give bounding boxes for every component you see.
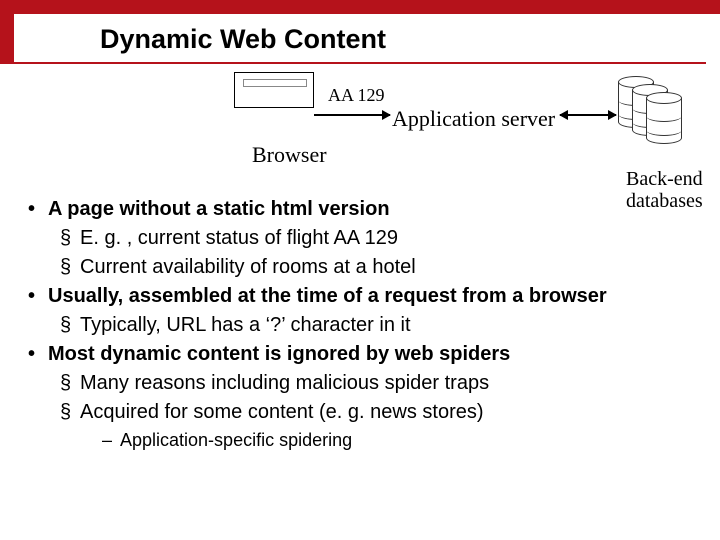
browser-box (234, 72, 314, 108)
header-bar-top (0, 0, 720, 14)
query-label: AA 129 (328, 85, 385, 106)
bullet-level1: Most dynamic content is ignored by web s… (26, 341, 626, 368)
browser-label: Browser (252, 142, 327, 168)
bullet-level2: Current availability of rooms at a hotel (26, 254, 626, 281)
bullet-level1: A page without a static html version (26, 196, 626, 223)
bullet-level2: Typically, URL has a ‘?’ character in it (26, 312, 626, 339)
arrow-appserver-to-db (560, 114, 616, 116)
title-underline (14, 62, 706, 64)
bullet-level2: Acquired for some content (e. g. news st… (26, 399, 626, 426)
bullet-list: A page without a static html version E. … (26, 196, 626, 452)
header-bar-left (0, 0, 14, 64)
backend-line2: databases (626, 190, 703, 212)
backend-label: Back-end databases (626, 168, 703, 212)
bullet-level2: Many reasons including malicious spider … (26, 370, 626, 397)
database-icon (646, 92, 682, 148)
architecture-diagram: AA 129 Application server Browser Back-e… (0, 72, 720, 182)
bullet-level2: E. g. , current status of flight AA 129 (26, 225, 626, 252)
bullet-level3: Application-specific spidering (26, 428, 626, 452)
browser-input-slot (243, 79, 307, 87)
bullet-level1: Usually, assembled at the time of a requ… (26, 283, 626, 310)
appserver-label: Application server (392, 106, 555, 132)
backend-line1: Back-end (626, 168, 703, 190)
database-stack (618, 76, 698, 156)
arrow-browser-to-appserver (314, 114, 390, 116)
slide-title: Dynamic Web Content (100, 24, 386, 55)
